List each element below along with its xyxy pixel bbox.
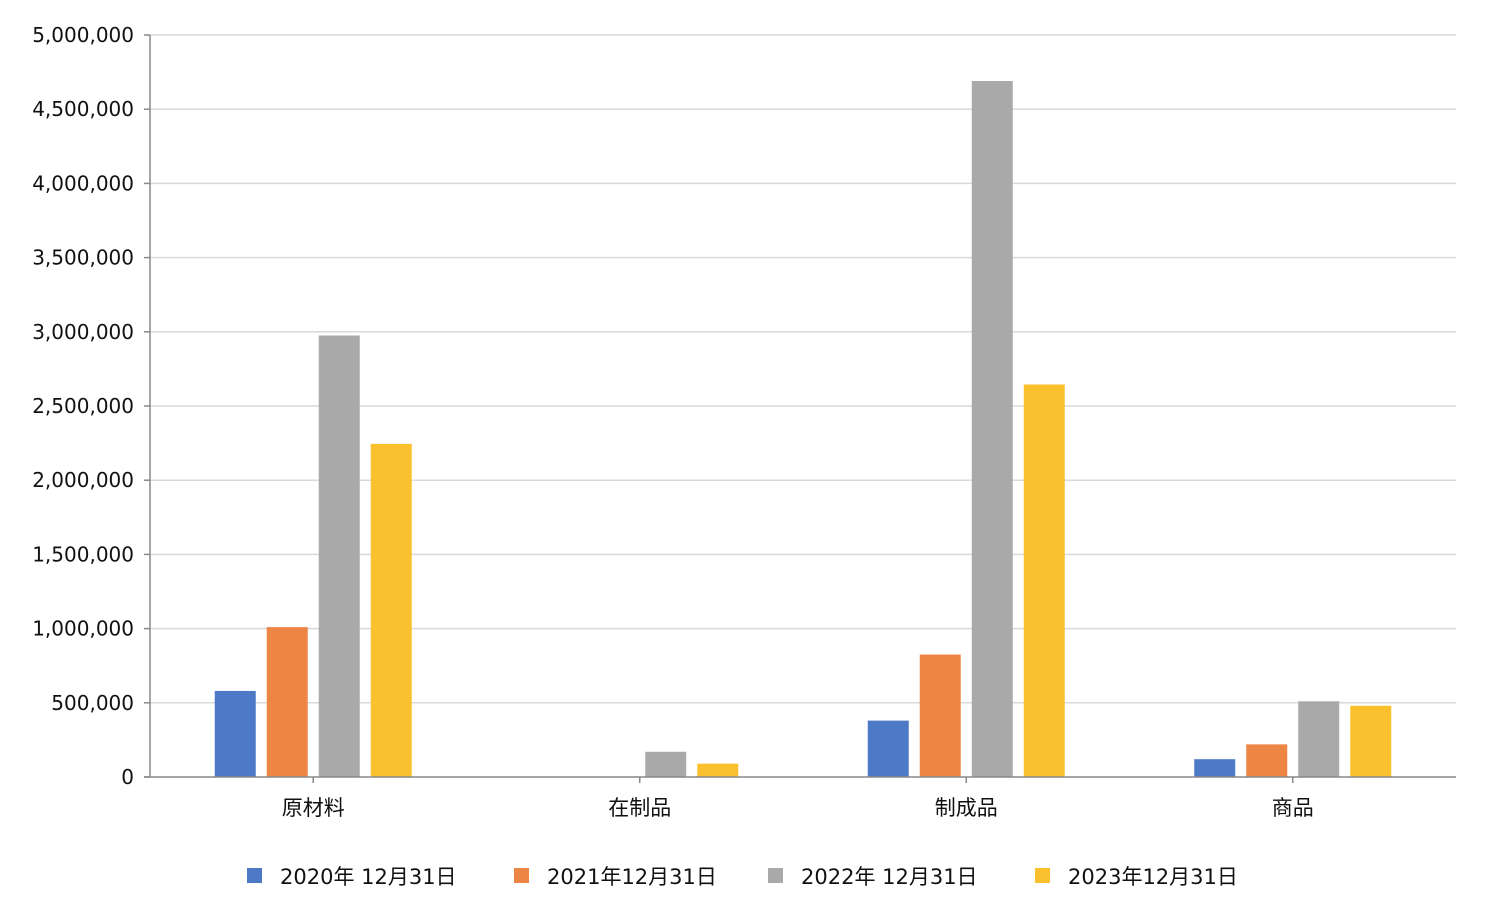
y-tick-label: 3,000,000: [32, 320, 134, 344]
bar-3-series-2: [919, 654, 961, 777]
legend-label: 2020年 12月31日: [280, 865, 457, 889]
y-tick-label: 0: [121, 765, 134, 789]
bar-4-series-1: [1194, 759, 1236, 777]
y-tick-label: 2,000,000: [32, 468, 134, 492]
legend-label: 2021年12月31日: [547, 865, 717, 889]
legend-label: 2023年12月31日: [1068, 865, 1238, 889]
legend: 2020年 12月31日 2021年12月31日 2022年 12月31日 2023年…: [247, 865, 1238, 889]
y-tick-label: 5,000,000: [32, 23, 134, 47]
y-tick-label: 2,500,000: [32, 394, 134, 418]
x-category-label: 在制品: [608, 796, 671, 820]
x-category-label: 制成品: [935, 796, 998, 820]
bar-3-series-4: [1023, 384, 1065, 777]
bar-1-series-1: [214, 690, 256, 777]
bar-1-series-3: [318, 335, 360, 777]
x-axis-category-labels: 原材料 在制品 制成品 商品: [282, 796, 1314, 820]
legend-swatch: [514, 868, 529, 883]
y-tick-label: 4,000,000: [32, 171, 134, 195]
bar-4-series-3: [1298, 701, 1340, 777]
bar-4-series-2: [1246, 744, 1288, 777]
y-axis-tick-labels: 0 500,000 1,000,000 1,500,000 2,000,000 2,500…: [32, 23, 134, 789]
axes: [144, 34, 1456, 783]
y-tick-label: 3,500,000: [32, 246, 134, 270]
bar-2-series-4: [697, 763, 739, 777]
bar-1-series-4: [370, 443, 412, 777]
gridlines: [150, 34, 1456, 704]
legend-swatch: [768, 868, 783, 883]
bars: [214, 81, 1392, 777]
legend-swatch: [1035, 868, 1050, 883]
bar-2-series-3: [645, 751, 687, 777]
bar-3-series-3: [971, 81, 1013, 777]
bar-3-series-1: [867, 720, 909, 777]
y-tick-label: 1,500,000: [32, 542, 134, 566]
y-tick-label: 1,000,000: [32, 617, 134, 641]
bar-1-series-2: [266, 627, 308, 777]
y-tick-label: 4,500,000: [32, 97, 134, 121]
legend-label: 2022年 12月31日: [801, 865, 978, 889]
legend-swatch: [247, 868, 262, 883]
bar-4-series-4: [1350, 705, 1392, 777]
x-category-label: 商品: [1272, 796, 1314, 820]
x-category-label: 原材料: [282, 796, 345, 820]
y-tick-label: 500,000: [51, 691, 134, 715]
